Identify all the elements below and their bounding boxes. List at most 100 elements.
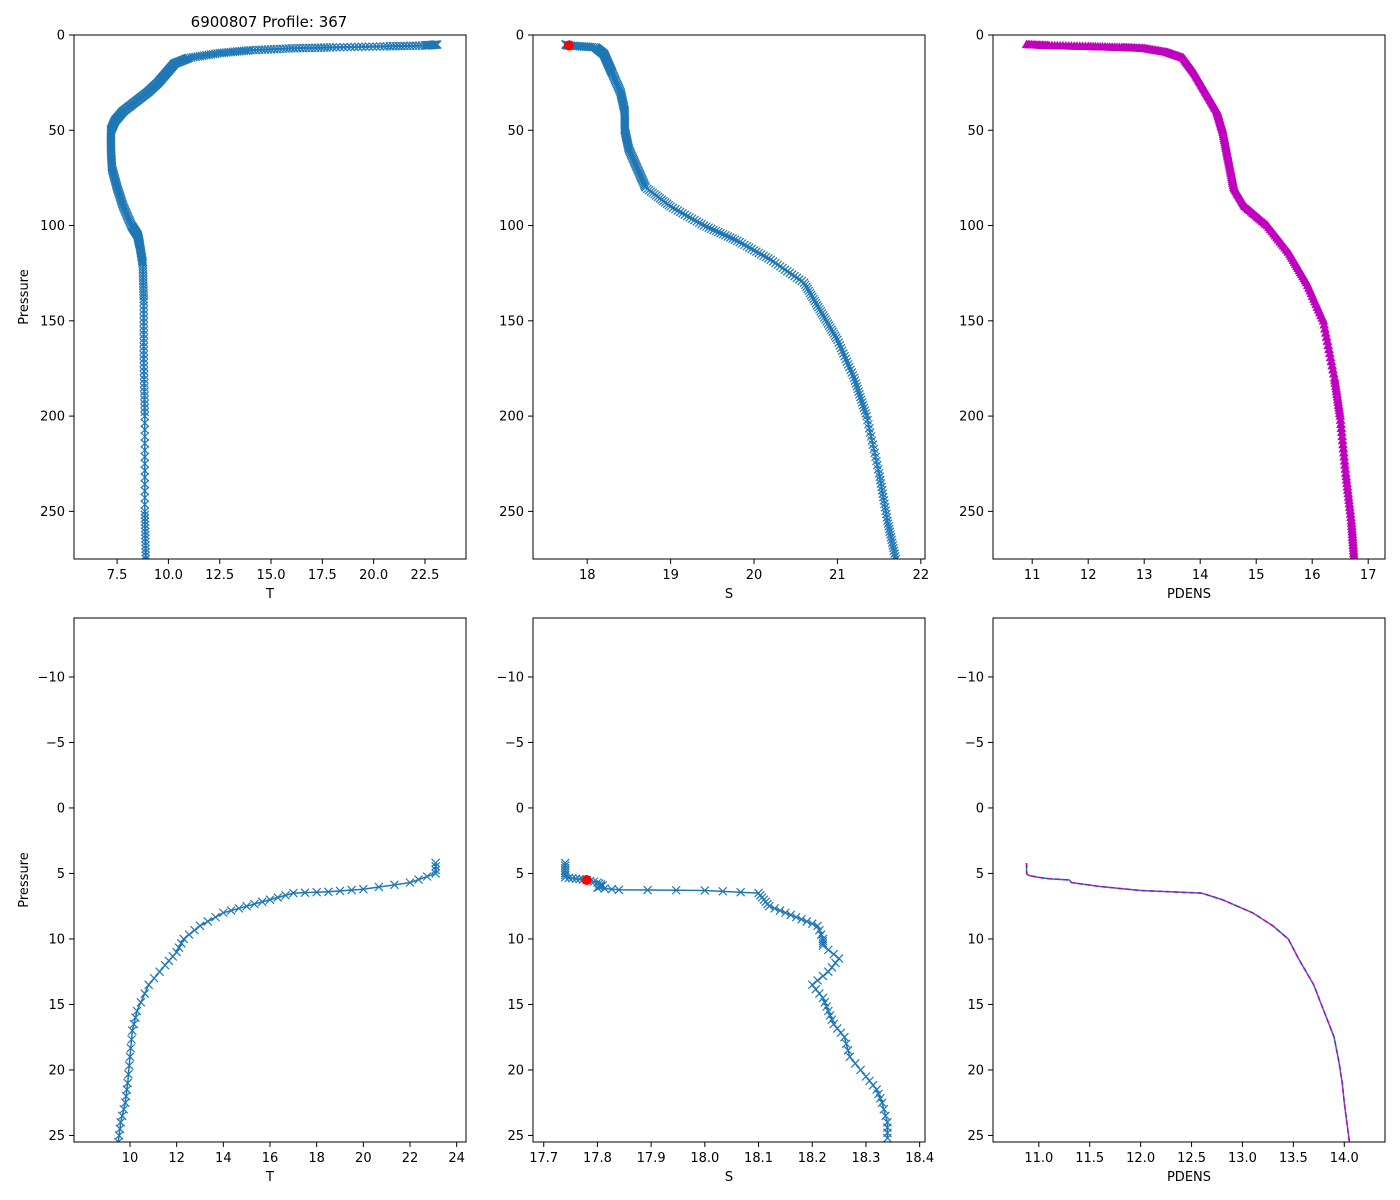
data-point — [124, 1069, 133, 1079]
data-point — [560, 868, 570, 878]
data-point — [431, 858, 441, 868]
data-point — [140, 425, 150, 435]
x-tick-label: 18.0 — [690, 1151, 719, 1166]
data-point — [697, 219, 707, 229]
data-point — [855, 389, 864, 399]
x-tick-label: 18.4 — [905, 1151, 934, 1166]
data-point — [250, 899, 259, 909]
y-axis-label: Pressure — [17, 852, 32, 908]
data-point — [347, 885, 357, 895]
data-point — [861, 408, 871, 418]
data-point — [828, 327, 838, 337]
data-point — [877, 1098, 887, 1108]
data-point — [614, 885, 624, 895]
x-tick-label: 13.5 — [1279, 1151, 1308, 1166]
data-point — [842, 357, 852, 367]
data-point — [730, 235, 740, 245]
data-point — [818, 941, 828, 950]
data-point — [140, 517, 150, 526]
data-point — [141, 537, 150, 547]
x-tick-label: 18 — [579, 568, 596, 583]
data-point — [838, 349, 848, 358]
data-point — [139, 313, 149, 323]
x-tick-label: 17.8 — [583, 1151, 612, 1166]
data-point — [113, 1137, 123, 1142]
data-point — [342, 42, 352, 52]
y-tick-label: 15 — [507, 998, 524, 1013]
chart-panel-bottom-left: 10 12 14 16 18 20 22 24 −10 −5 0 5 10 15 20 25 T Pressure — [17, 617, 467, 1185]
x-tick-label: 13.0 — [1228, 1151, 1257, 1166]
data-point — [817, 308, 827, 318]
data-point — [770, 903, 780, 913]
data-point — [879, 1104, 889, 1114]
y-tick-label: 10 — [48, 932, 65, 947]
y-tick-label: 15 — [48, 998, 65, 1013]
data-point — [431, 865, 441, 875]
data-point — [850, 1058, 860, 1068]
chart-panel-top-middle: 18 19 20 21 22 0 50 100 150 200 250 S — [499, 29, 929, 603]
data-point — [140, 445, 150, 455]
data-point — [560, 872, 570, 882]
data-point — [139, 358, 149, 368]
data-point — [141, 547, 151, 557]
data-point — [331, 42, 341, 52]
y-tick-label: 5 — [516, 867, 524, 882]
data-point — [140, 395, 149, 405]
y-tick-label: 0 — [976, 29, 984, 44]
data-point — [709, 225, 718, 235]
data-point — [346, 42, 356, 52]
data-point — [136, 997, 146, 1007]
data-point — [312, 887, 322, 897]
data-point — [759, 251, 768, 261]
y-tick-label: 100 — [40, 219, 65, 234]
data-point — [560, 870, 570, 880]
data-point — [754, 248, 764, 258]
data-point — [335, 42, 345, 52]
chart-panel-bottom-middle: 17.7 17.8 17.9 18.0 18.1 18.2 18.3 18.4 −10 −5 0 5 1… — [497, 617, 934, 1185]
data-point — [139, 301, 149, 311]
data-point — [139, 309, 149, 319]
data-point — [883, 519, 893, 529]
data-point — [675, 207, 685, 217]
x-tick-label: 20 — [746, 568, 763, 583]
data-point — [818, 310, 828, 320]
data-point — [682, 211, 692, 221]
data-point — [694, 218, 704, 228]
data-point — [780, 908, 790, 918]
data-point — [812, 300, 822, 310]
data-point — [190, 925, 199, 935]
y-tick-label: −5 — [965, 736, 984, 751]
data-point — [732, 236, 742, 246]
data-point — [800, 280, 810, 290]
data-point — [819, 312, 829, 322]
data-point — [829, 329, 839, 339]
y-tick-label: 25 — [507, 1129, 524, 1144]
x-tick-label: 12.5 — [205, 568, 234, 583]
data-point — [129, 1019, 139, 1029]
x-tick-label: 16 — [1304, 568, 1321, 583]
flagged-point — [563, 40, 574, 51]
data-point — [751, 247, 761, 257]
y-tick-label: 100 — [499, 219, 524, 234]
data-point — [149, 973, 159, 983]
data-point — [816, 306, 826, 316]
y-tick-label: 100 — [959, 219, 984, 234]
y-tick-label: 200 — [40, 410, 65, 425]
chart-panel-bottom-right: 11.0 11.5 12.0 12.5 13.0 13.5 14.0 −10 −5 0 5 10 15 2… — [957, 617, 1386, 1185]
data-point — [830, 331, 840, 341]
data-point — [815, 304, 824, 314]
data-point — [140, 486, 150, 496]
data-point — [564, 873, 574, 883]
data-point — [140, 466, 150, 475]
x-axis-label: S — [725, 1170, 733, 1185]
y-tick-label: 0 — [976, 801, 984, 816]
data-point — [856, 1065, 865, 1075]
series-line-dashed — [1025, 863, 1351, 1142]
data-point — [835, 340, 845, 350]
data-point — [139, 334, 149, 343]
axes-frame — [992, 34, 1386, 560]
axes-frame — [992, 617, 1386, 1143]
data-point — [390, 880, 399, 890]
data-point — [673, 206, 683, 215]
data-point — [881, 1111, 891, 1121]
